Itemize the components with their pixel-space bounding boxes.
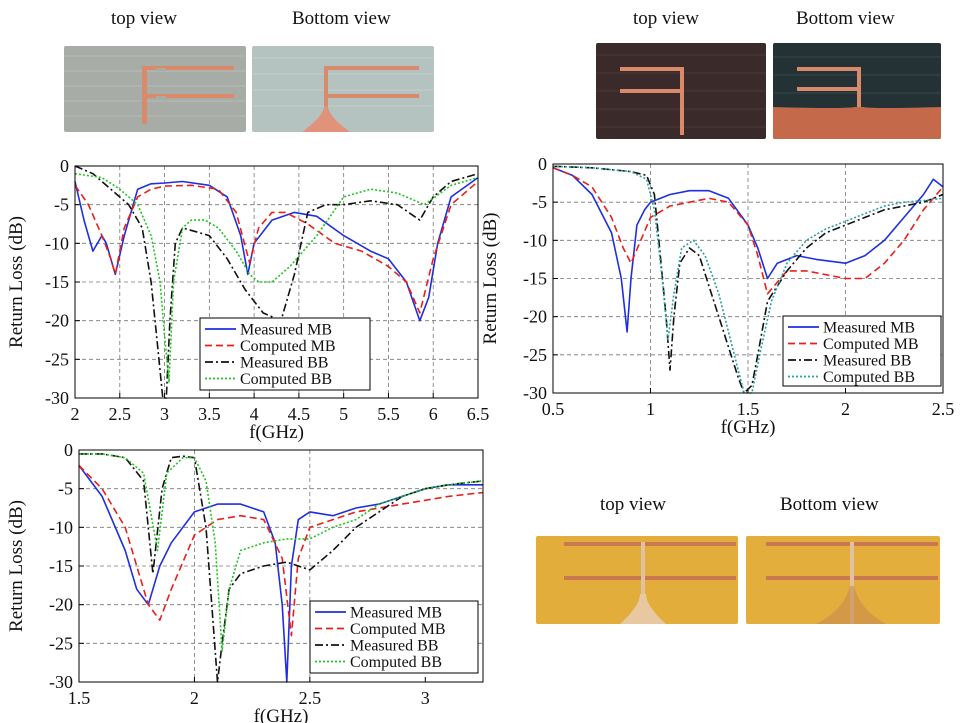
y-axis-label: Return Loss (dB) (6, 216, 27, 348)
y-tick-label: -15 (45, 272, 69, 292)
x-axis-label: f(GHz) (721, 417, 776, 438)
y-tick-label: -5 (54, 195, 69, 215)
series-line-measured-bb (79, 453, 484, 683)
series-line-measured-bb (74, 165, 479, 399)
y-tick-label: -10 (49, 517, 73, 537)
y-tick-label: 0 (538, 154, 547, 174)
x-tick-label: 2.5 (299, 688, 322, 708)
x-tick-label: 1.5 (68, 688, 91, 708)
legend-box (199, 317, 371, 391)
y-axis-label: Return Loss (dB) (480, 213, 501, 345)
antenna-photo-bottom-2 (773, 43, 941, 139)
legend-entry: Measured BB (240, 355, 328, 372)
y-tick-label: -5 (58, 479, 73, 499)
y-tick-label: -25 (523, 345, 547, 365)
y-tick-label: -25 (45, 349, 69, 369)
series-line-measured-mb (552, 167, 944, 333)
x-tick-label: 1.5 (737, 399, 760, 419)
chart-2: 0.5 1 1.5 2 2.5 0 -5 -10 -15 -20 -25 -30 f(GHz) Retur… (480, 154, 954, 438)
x-tick-label: 2 (71, 404, 80, 424)
plot-frame (78, 449, 484, 683)
antenna-photo-bottom-1 (252, 46, 434, 132)
y-tick-label: -10 (45, 233, 69, 253)
legend-entry: Measured MB (823, 320, 915, 337)
legend-entry: Computed BB (823, 369, 915, 386)
y-tick-label: -30 (49, 672, 73, 692)
x-tick-label: 4 (250, 404, 259, 424)
legend-box (309, 600, 479, 674)
x-tick-label: 6.5 (467, 404, 490, 424)
plot-frame (74, 165, 479, 399)
legend-entry: Measured MB (240, 322, 332, 339)
chart-3: 1.5 2 2.5 3 0 -5 -10 -15 -20 -25 -30 f(GHz) Return L… (6, 440, 484, 723)
series-line-computed-bb (552, 165, 944, 394)
y-tick-label: 0 (64, 440, 73, 460)
x-tick-label: 3 (421, 688, 430, 708)
y-tick-label: -30 (45, 388, 69, 408)
series-line-measured-mb (74, 176, 479, 322)
x-tick-label: 2 (190, 688, 199, 708)
caption-top-view-3: top view (600, 494, 666, 515)
legend-entry: Measured BB (823, 353, 911, 370)
y-tick-label: -5 (532, 192, 547, 212)
y-tick-label: -10 (523, 230, 547, 250)
x-tick-label: 3 (160, 404, 169, 424)
y-tick-label: -25 (49, 633, 73, 653)
y-tick-label: -30 (523, 383, 547, 403)
antenna-photo-bottom-3 (746, 536, 940, 624)
y-tick-label: -15 (49, 556, 73, 576)
series-line-computed-bb (79, 453, 484, 652)
caption-top-view-1: top view (111, 8, 177, 29)
x-tick-label: 3.5 (198, 404, 221, 424)
y-tick-label: 0 (60, 156, 69, 176)
legend-entry: Measured MB (350, 605, 442, 622)
chart-1: 2 2.5 3 3.5 4 4.5 5 5.5 6 6.5 0 -5 -10 -15 -20 -25 -30 f(… (6, 156, 489, 443)
series-line-measured-bb (552, 165, 944, 394)
x-tick-label: 0.5 (542, 399, 565, 419)
x-tick-label: 5.5 (377, 404, 400, 424)
series-line-computed-mb (552, 167, 944, 295)
y-axis-label: Return Loss (dB) (6, 500, 27, 632)
x-axis-label: f(GHz) (249, 422, 304, 443)
y-tick-label: -20 (45, 311, 69, 331)
series-line-computed-mb (74, 180, 479, 314)
legend-entry: Measured BB (350, 638, 438, 655)
caption-bottom-view-1: Bottom view (292, 8, 391, 29)
caption-bottom-view-2: Bottom view (796, 8, 895, 29)
legend-entry: Computed MB (823, 336, 919, 353)
series-line-computed-bb (74, 172, 479, 384)
caption-bottom-view-3: Bottom view (780, 494, 879, 515)
caption-top-view-2: top view (633, 8, 699, 29)
x-tick-label: 2 (841, 399, 850, 419)
legend-entry: Computed BB (350, 654, 442, 671)
y-tick-label: -20 (49, 595, 73, 615)
antenna-photo-top-3 (536, 536, 738, 624)
series-line-computed-mb (78, 464, 484, 637)
x-tick-label: 4.5 (288, 404, 311, 424)
x-tick-label: 6 (429, 404, 438, 424)
legend-entry: Computed MB (350, 621, 446, 638)
antenna-photo-top-1 (64, 46, 246, 132)
x-tick-label: 2.5 (109, 404, 132, 424)
plot-frame (552, 163, 944, 394)
antenna-photo-top-2 (596, 43, 766, 139)
y-tick-label: -15 (523, 269, 547, 289)
y-tick-label: -20 (523, 307, 547, 327)
x-tick-label: 2.5 (932, 399, 955, 419)
x-tick-label: 1 (646, 399, 655, 419)
legend-entry: Computed BB (240, 371, 332, 388)
legend-entry: Computed MB (240, 338, 336, 355)
x-axis-label: f(GHz) (254, 706, 309, 723)
x-tick-label: 5 (339, 404, 348, 424)
